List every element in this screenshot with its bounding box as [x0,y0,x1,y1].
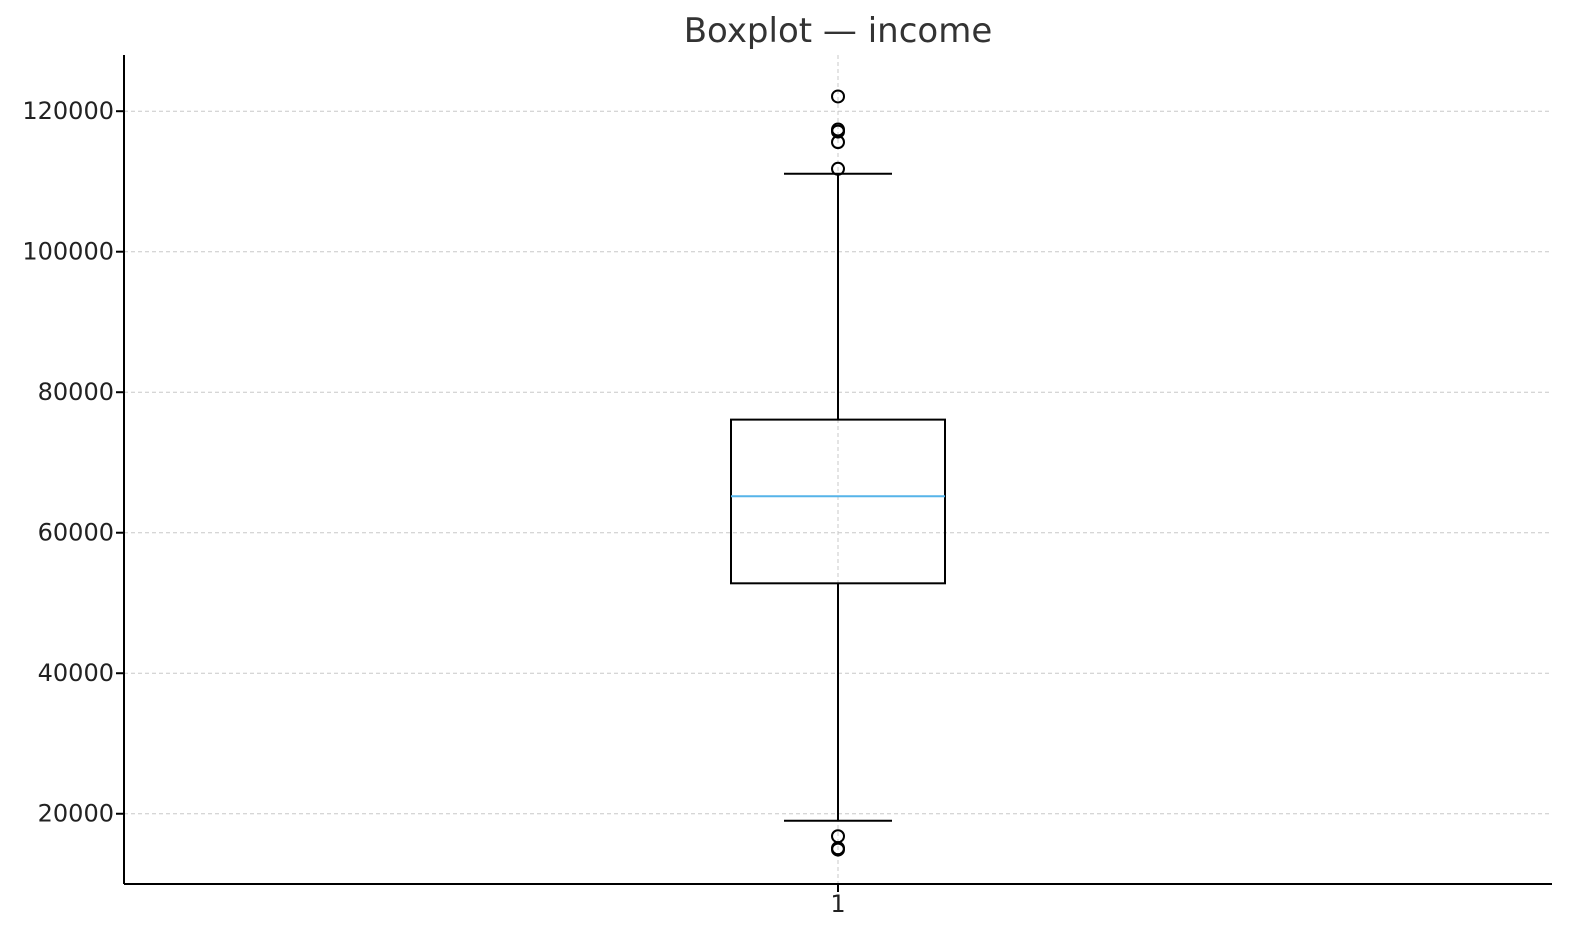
y-tick-label: 120000 [22,97,114,125]
outlier-point [831,135,845,150]
x-tick-label: 1 [830,890,845,918]
y-tick-label: 100000 [22,238,114,266]
chart-title: Boxplot — income [684,11,993,51]
outlier-point [831,842,845,857]
outlier-point [831,124,845,139]
axes: 20000 40000 60000 80000 100000 120000 1 [22,55,1552,918]
y-tick-label: 80000 [38,378,114,406]
y-tick-label: 40000 [38,659,114,687]
plot-area [730,89,946,857]
outlier-point [831,89,845,104]
interquartile-box [730,418,946,585]
y-tick-label: 60000 [38,519,114,547]
y-tick-label: 20000 [38,800,114,828]
outlier-point [831,161,845,176]
